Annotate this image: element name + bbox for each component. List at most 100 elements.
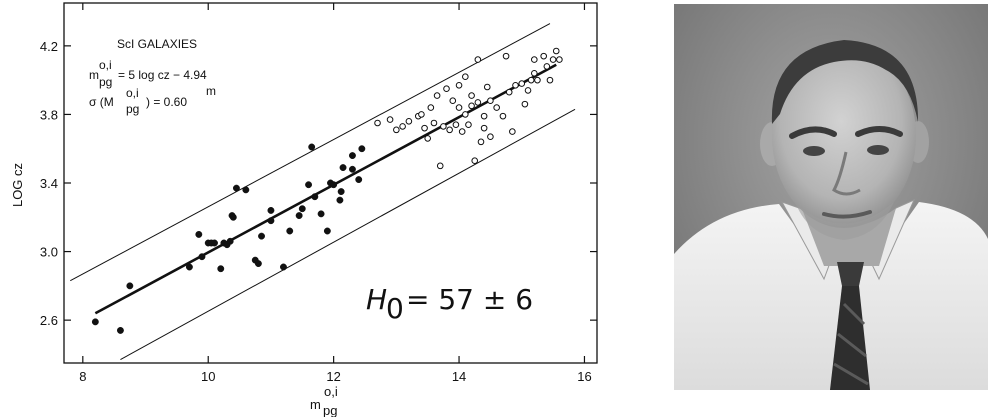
x-axis-label-sup: o,i (324, 384, 338, 399)
filled-data-point (126, 282, 134, 290)
open-data-point (543, 63, 551, 70)
hubble-h: H (366, 283, 387, 316)
sigma-prefix: σ (M (89, 95, 114, 109)
envelope-line (70, 23, 551, 282)
open-data-point (480, 124, 488, 132)
filled-data-point (267, 206, 275, 214)
fit-lines (70, 23, 576, 361)
open-data-point (393, 126, 400, 134)
open-data-point (505, 88, 513, 96)
open-data-point (462, 111, 469, 118)
open-data-point (468, 92, 475, 99)
equation-m: m (89, 68, 99, 82)
filled-data-point (91, 318, 99, 326)
open-data-point (556, 56, 563, 63)
filled-data-point (267, 217, 275, 225)
open-data-point (455, 81, 463, 89)
open-data-point (502, 52, 510, 60)
filled-data-point (336, 196, 344, 204)
filled-data-point (355, 176, 363, 184)
open-data-point (399, 123, 406, 130)
filled-data-point (198, 253, 206, 261)
open-data-point (468, 102, 475, 110)
x-tick-label: 12 (326, 369, 340, 384)
equation-text: = 5 log cz − 4.94 (118, 68, 207, 82)
filled-data-point (116, 326, 124, 334)
data-points (91, 47, 563, 334)
scatter-chart: 8 10 12 14 16 2.6 3.0 3.4 3.8 4.2 LOG cz m o,i pg… (10, 2, 598, 417)
y-axis-label: LOG cz (10, 163, 25, 207)
open-data-point (487, 97, 494, 105)
axis-ticks: 8 10 12 14 16 2.6 3.0 3.4 3.8 4.2 (40, 3, 597, 384)
open-data-point (427, 104, 435, 111)
open-data-point (374, 119, 381, 127)
open-data-point (462, 73, 469, 81)
open-data-point (521, 100, 529, 108)
open-data-point (440, 123, 447, 130)
filled-data-point (348, 165, 356, 173)
filled-data-point (339, 164, 347, 172)
open-data-point (534, 76, 541, 84)
y-tick-label: 3.8 (40, 107, 58, 122)
filled-data-point (232, 184, 240, 192)
filled-data-point (323, 227, 331, 235)
filled-data-point (311, 193, 319, 201)
portrait-photo (674, 4, 988, 390)
open-data-point (530, 69, 538, 77)
filled-data-point (337, 188, 345, 196)
open-data-point (405, 117, 413, 125)
filled-data-point (229, 213, 237, 221)
y-tick-label: 2.6 (40, 313, 58, 328)
filled-data-point (330, 181, 338, 189)
filled-data-point (185, 263, 193, 271)
open-data-point (418, 111, 425, 118)
open-data-point (480, 112, 488, 120)
envelope-line (120, 108, 576, 361)
filled-data-point (242, 186, 250, 194)
sigma-unit: m (206, 84, 216, 98)
open-data-point (530, 56, 538, 63)
hubble-constant-annotation: H 0 = 57 ± 6 (366, 283, 533, 325)
open-data-point (471, 157, 479, 165)
open-data-point (452, 121, 460, 129)
hubble-sub: 0 (386, 292, 404, 325)
equation-sub: pg (99, 75, 112, 89)
open-data-point (499, 112, 507, 120)
x-axis-label-m: m (310, 397, 321, 412)
y-tick-label: 3.4 (40, 176, 58, 191)
open-data-point (483, 83, 491, 91)
filled-data-point (298, 205, 306, 213)
open-data-point (546, 76, 554, 84)
filled-data-point (211, 239, 218, 247)
open-data-point (458, 128, 466, 135)
hubble-value: = 57 ± 6 (406, 283, 533, 316)
open-data-point (433, 92, 441, 99)
y-tick-label: 3.0 (40, 245, 58, 260)
open-data-point (474, 99, 482, 106)
open-data-point (540, 52, 548, 60)
x-axis-label-sub: pg (323, 403, 337, 417)
regression-line (94, 63, 557, 315)
filled-data-point (226, 237, 234, 245)
open-data-point (446, 126, 453, 134)
equation-annotation: m o,i pg = 5 log cz − 4.94 (89, 58, 207, 89)
open-data-point (443, 85, 450, 93)
open-data-point (518, 80, 526, 87)
filled-data-point (308, 143, 316, 151)
x-tick-label: 10 (201, 369, 215, 384)
open-data-point (549, 56, 557, 63)
open-data-point (477, 138, 485, 146)
sigma-value: ) = 0.60 (146, 95, 187, 109)
filled-data-point (317, 210, 325, 218)
open-data-point (487, 133, 494, 141)
filled-data-point (358, 145, 366, 153)
open-data-point (474, 56, 482, 63)
open-data-point (493, 104, 500, 111)
filled-data-point (295, 212, 303, 220)
open-data-point (527, 76, 535, 84)
filled-data-point (286, 227, 294, 235)
filled-data-point (305, 181, 313, 189)
equation-sup: o,i (99, 58, 112, 72)
filled-data-point (258, 232, 265, 240)
filled-data-point (348, 152, 356, 160)
